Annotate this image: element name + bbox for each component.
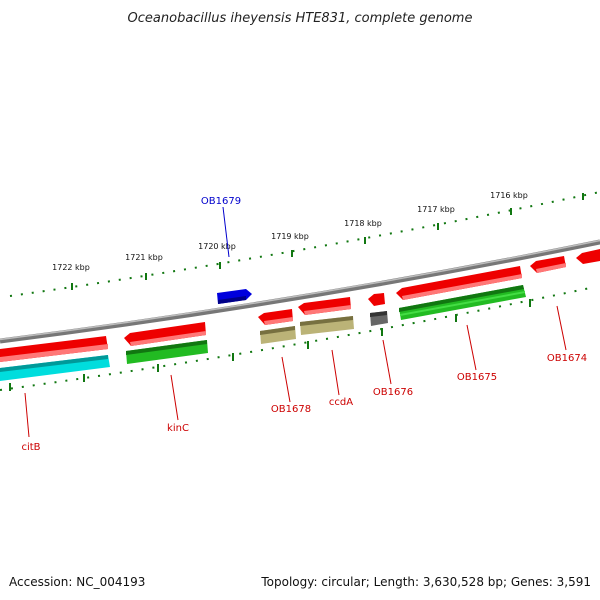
- gene-ob1676-shade: [370, 311, 387, 317]
- gene-red-4-shade: [304, 305, 351, 315]
- gene-ob1675-highlight: [400, 291, 525, 316]
- leader-kinc: [170, 374, 179, 421]
- label-ob1675: OB1675: [457, 372, 497, 383]
- genome-summary-text: Topology: circular; Length: 3,630,528 bp…: [260, 575, 591, 589]
- scale-label-1718: 1718 kbp: [344, 219, 382, 228]
- scale-label-1722: 1722 kbp: [52, 263, 90, 272]
- scale-label-1721: 1721 kbp: [125, 253, 163, 262]
- label-ob1678: OB1678: [271, 404, 311, 415]
- leader-ob1679: [222, 206, 230, 258]
- label-ob1679: OB1679: [201, 196, 241, 207]
- scale-label-1720: 1720 kbp: [198, 242, 236, 251]
- gene-red-6-shade: [402, 274, 522, 300]
- label-kinc: kinC: [167, 423, 189, 434]
- gene-ob1679-shade: [218, 296, 246, 304]
- gene-citb-shade: [0, 355, 108, 372]
- accession-text: Accession: NC_004193: [9, 575, 145, 589]
- genome-backbone: [0, 239, 600, 344]
- gene-red-7-shade: [536, 263, 566, 273]
- leader-ob1678: [281, 356, 291, 403]
- leader-ob1676: [382, 339, 392, 385]
- leader-ob1675: [466, 324, 477, 371]
- gene-ob1678-shade: [260, 326, 295, 335]
- scale-label-1717: 1717 kbp: [417, 205, 455, 214]
- gene-red-3-shade: [264, 317, 293, 325]
- leader-citb: [24, 392, 30, 438]
- gene-red-2-shade: [130, 331, 206, 346]
- scale-label-1716: 1716 kbp: [490, 191, 528, 200]
- label-ccda: ccdA: [329, 397, 353, 408]
- label-citb: citB: [21, 442, 40, 453]
- leader-ccda: [331, 349, 340, 396]
- genome-backbone-highlight: [0, 239, 600, 341]
- outer-scale-track: [9, 191, 600, 297]
- gene-ob1675-shade: [399, 285, 524, 312]
- leader-ob1674: [556, 305, 567, 351]
- label-ob1676: OB1676: [373, 387, 413, 398]
- gene-kinc-shade: [126, 340, 207, 355]
- map-title: Oceanobacillus iheyensis HTE831, complet…: [128, 11, 473, 26]
- gene-red-8[interactable]: [576, 249, 600, 264]
- gene-ccda-shade: [300, 316, 353, 326]
- outer-major-ticks: [71, 193, 584, 290]
- gene-red-5[interactable]: [368, 293, 385, 306]
- scale-label-1719: 1719 kbp: [271, 232, 309, 241]
- label-ob1674: OB1674: [547, 353, 587, 364]
- gene-red-left-shade: [0, 344, 108, 362]
- inner-major-ticks: [9, 299, 531, 391]
